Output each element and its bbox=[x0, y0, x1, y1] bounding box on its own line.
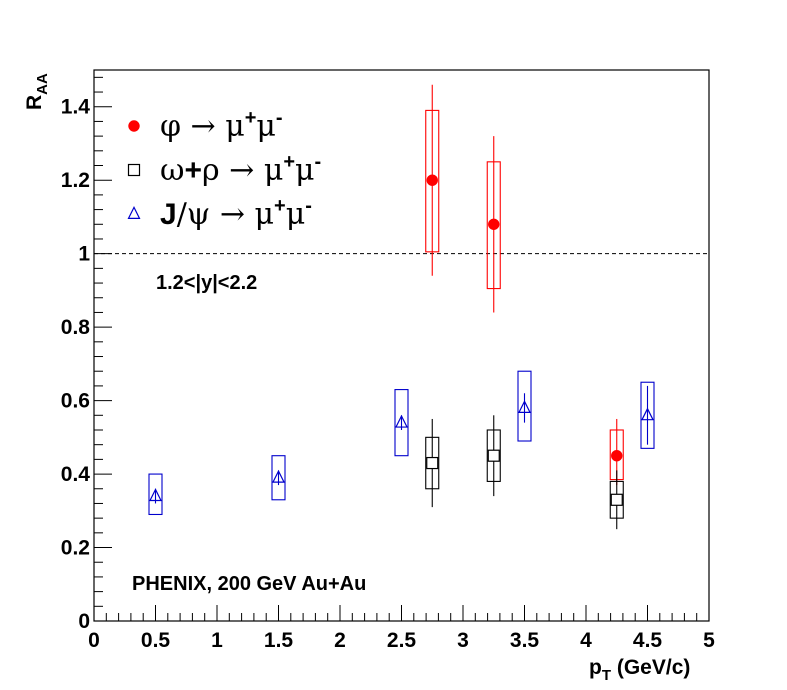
x-tick-label: 5 bbox=[703, 629, 715, 652]
data-point bbox=[518, 400, 531, 413]
series-1 bbox=[425, 415, 624, 530]
y-tick-label: 1.2 bbox=[61, 169, 90, 192]
x-tick-label: 2 bbox=[334, 629, 346, 652]
y-tick-label: 0.2 bbox=[61, 537, 90, 560]
x-tick-label: 4 bbox=[580, 629, 592, 652]
data-point bbox=[610, 493, 623, 506]
y-tick-label: 1.4 bbox=[61, 96, 91, 119]
data-point bbox=[395, 414, 408, 428]
x-tick-label: 0.5 bbox=[141, 629, 171, 652]
data-point bbox=[426, 174, 438, 186]
systematic-box bbox=[640, 381, 655, 449]
x-tick-label: 1.5 bbox=[264, 629, 294, 652]
y-tick-label: 0 bbox=[78, 610, 90, 633]
tick-group: 0 0.5 1 1.5 2 2.5 3 3.5 4 4.5 5 0 0.2 0.4 0.6 0.8 1 1.2 1.… bbox=[61, 76, 715, 652]
series-2 bbox=[148, 370, 655, 516]
y-tick-label: 0.4 bbox=[61, 463, 91, 486]
x-tick-label: 4.5 bbox=[633, 629, 663, 652]
x-tick-label: 1 bbox=[211, 629, 223, 652]
data-point bbox=[488, 218, 500, 230]
data-point bbox=[611, 450, 623, 462]
y-tick-label: 0.6 bbox=[61, 390, 90, 413]
plot-frame bbox=[93, 69, 710, 622]
annotation-experiment: PHENIX, 200 GeV Au+Au bbox=[132, 573, 366, 595]
data-points-group bbox=[148, 84, 655, 530]
systematic-box bbox=[148, 473, 163, 516]
y-axis-label: RAA bbox=[23, 73, 51, 110]
x-tick-label: 3 bbox=[457, 629, 469, 652]
data-point bbox=[641, 407, 654, 421]
x-tick-label: 0 bbox=[88, 629, 100, 652]
x-tick-label: 3.5 bbox=[510, 629, 540, 652]
legend-label: J/ψ → μ+μ- bbox=[160, 195, 312, 232]
systematic-box bbox=[517, 370, 532, 442]
systematic-box bbox=[271, 455, 286, 501]
x-axis-label: pT (GeV/c) bbox=[589, 656, 690, 684]
y-tick-label: 1 bbox=[78, 243, 90, 266]
legend-marker bbox=[127, 206, 141, 219]
series-0 bbox=[425, 84, 624, 486]
systematic-box bbox=[394, 389, 409, 457]
legend-marker bbox=[128, 120, 140, 132]
legend: φ → μ+μ-ω+ρ → μ+μ- J/ψ → μ+μ- bbox=[127, 107, 321, 232]
data-point bbox=[426, 456, 439, 470]
legend-label: ω+ρ → μ+μ- bbox=[160, 151, 321, 188]
annotations-group: 1.2<|y|<2.2 PHENIX, 200 GeV Au+Au bbox=[132, 272, 366, 595]
x-tick-label: 2.5 bbox=[387, 629, 417, 652]
data-point bbox=[272, 469, 285, 483]
data-point bbox=[487, 449, 500, 462]
axis-titles-group: pT (GeV/c) RAA bbox=[23, 73, 690, 684]
data-point bbox=[149, 488, 162, 502]
plot-frame-group bbox=[93, 69, 710, 622]
legend-label: φ → μ+μ- bbox=[160, 107, 283, 144]
annotation-rapidity: 1.2<|y|<2.2 bbox=[156, 272, 257, 294]
legend-marker bbox=[127, 163, 141, 177]
y-tick-label: 0.8 bbox=[61, 316, 91, 339]
